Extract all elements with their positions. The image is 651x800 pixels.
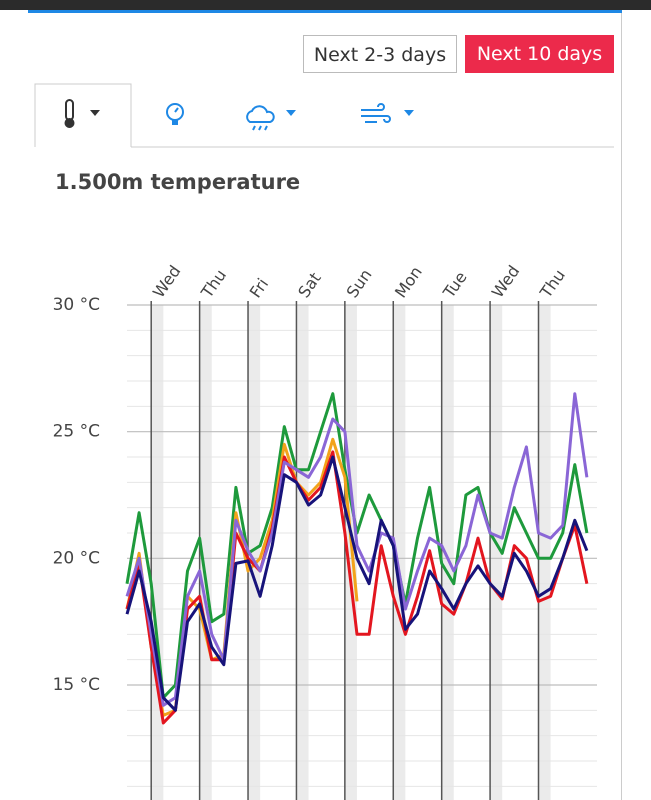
y-tick-label: 20 °C (53, 548, 100, 568)
right-border (621, 13, 622, 800)
night-band (151, 305, 164, 800)
x-tick-label: Mon (391, 263, 426, 302)
x-tick-label: Thu (536, 266, 569, 302)
y-tick-label: 25 °C (53, 422, 100, 442)
night-band (393, 305, 406, 800)
x-tick-label: Wed (149, 262, 185, 301)
chart-title: 1.500m temperature (55, 170, 300, 194)
night-band (296, 305, 309, 800)
active-tab[interactable] (34, 83, 132, 147)
series-line (125, 437, 359, 717)
rain-icon[interactable] (246, 105, 296, 131)
night-band (441, 305, 454, 800)
x-tick-label: Thu (197, 266, 230, 302)
top-bar (0, 0, 651, 10)
x-tick-label: Fri (246, 275, 272, 302)
y-tick-label: 30 °C (53, 295, 100, 315)
x-tick-label: Sat (294, 269, 325, 301)
night-band (490, 305, 503, 800)
night-band (538, 305, 551, 800)
x-tick-label: Sun (343, 265, 376, 301)
y-tick-label: 15 °C (53, 675, 100, 695)
wind-icon[interactable] (361, 103, 414, 123)
x-tick-label: Wed (488, 262, 524, 301)
night-band (248, 305, 261, 800)
night-band (199, 305, 212, 800)
button-10-days[interactable]: Next 10 days (465, 35, 614, 73)
pressure-icon[interactable] (166, 103, 184, 125)
button-2-3-days[interactable]: Next 2-3 days (303, 35, 457, 73)
series-line (125, 455, 589, 712)
series-line (125, 392, 589, 707)
thermometer-icon[interactable] (64, 99, 101, 128)
top-accent (28, 10, 622, 13)
x-tick-label: Tue (439, 268, 471, 302)
